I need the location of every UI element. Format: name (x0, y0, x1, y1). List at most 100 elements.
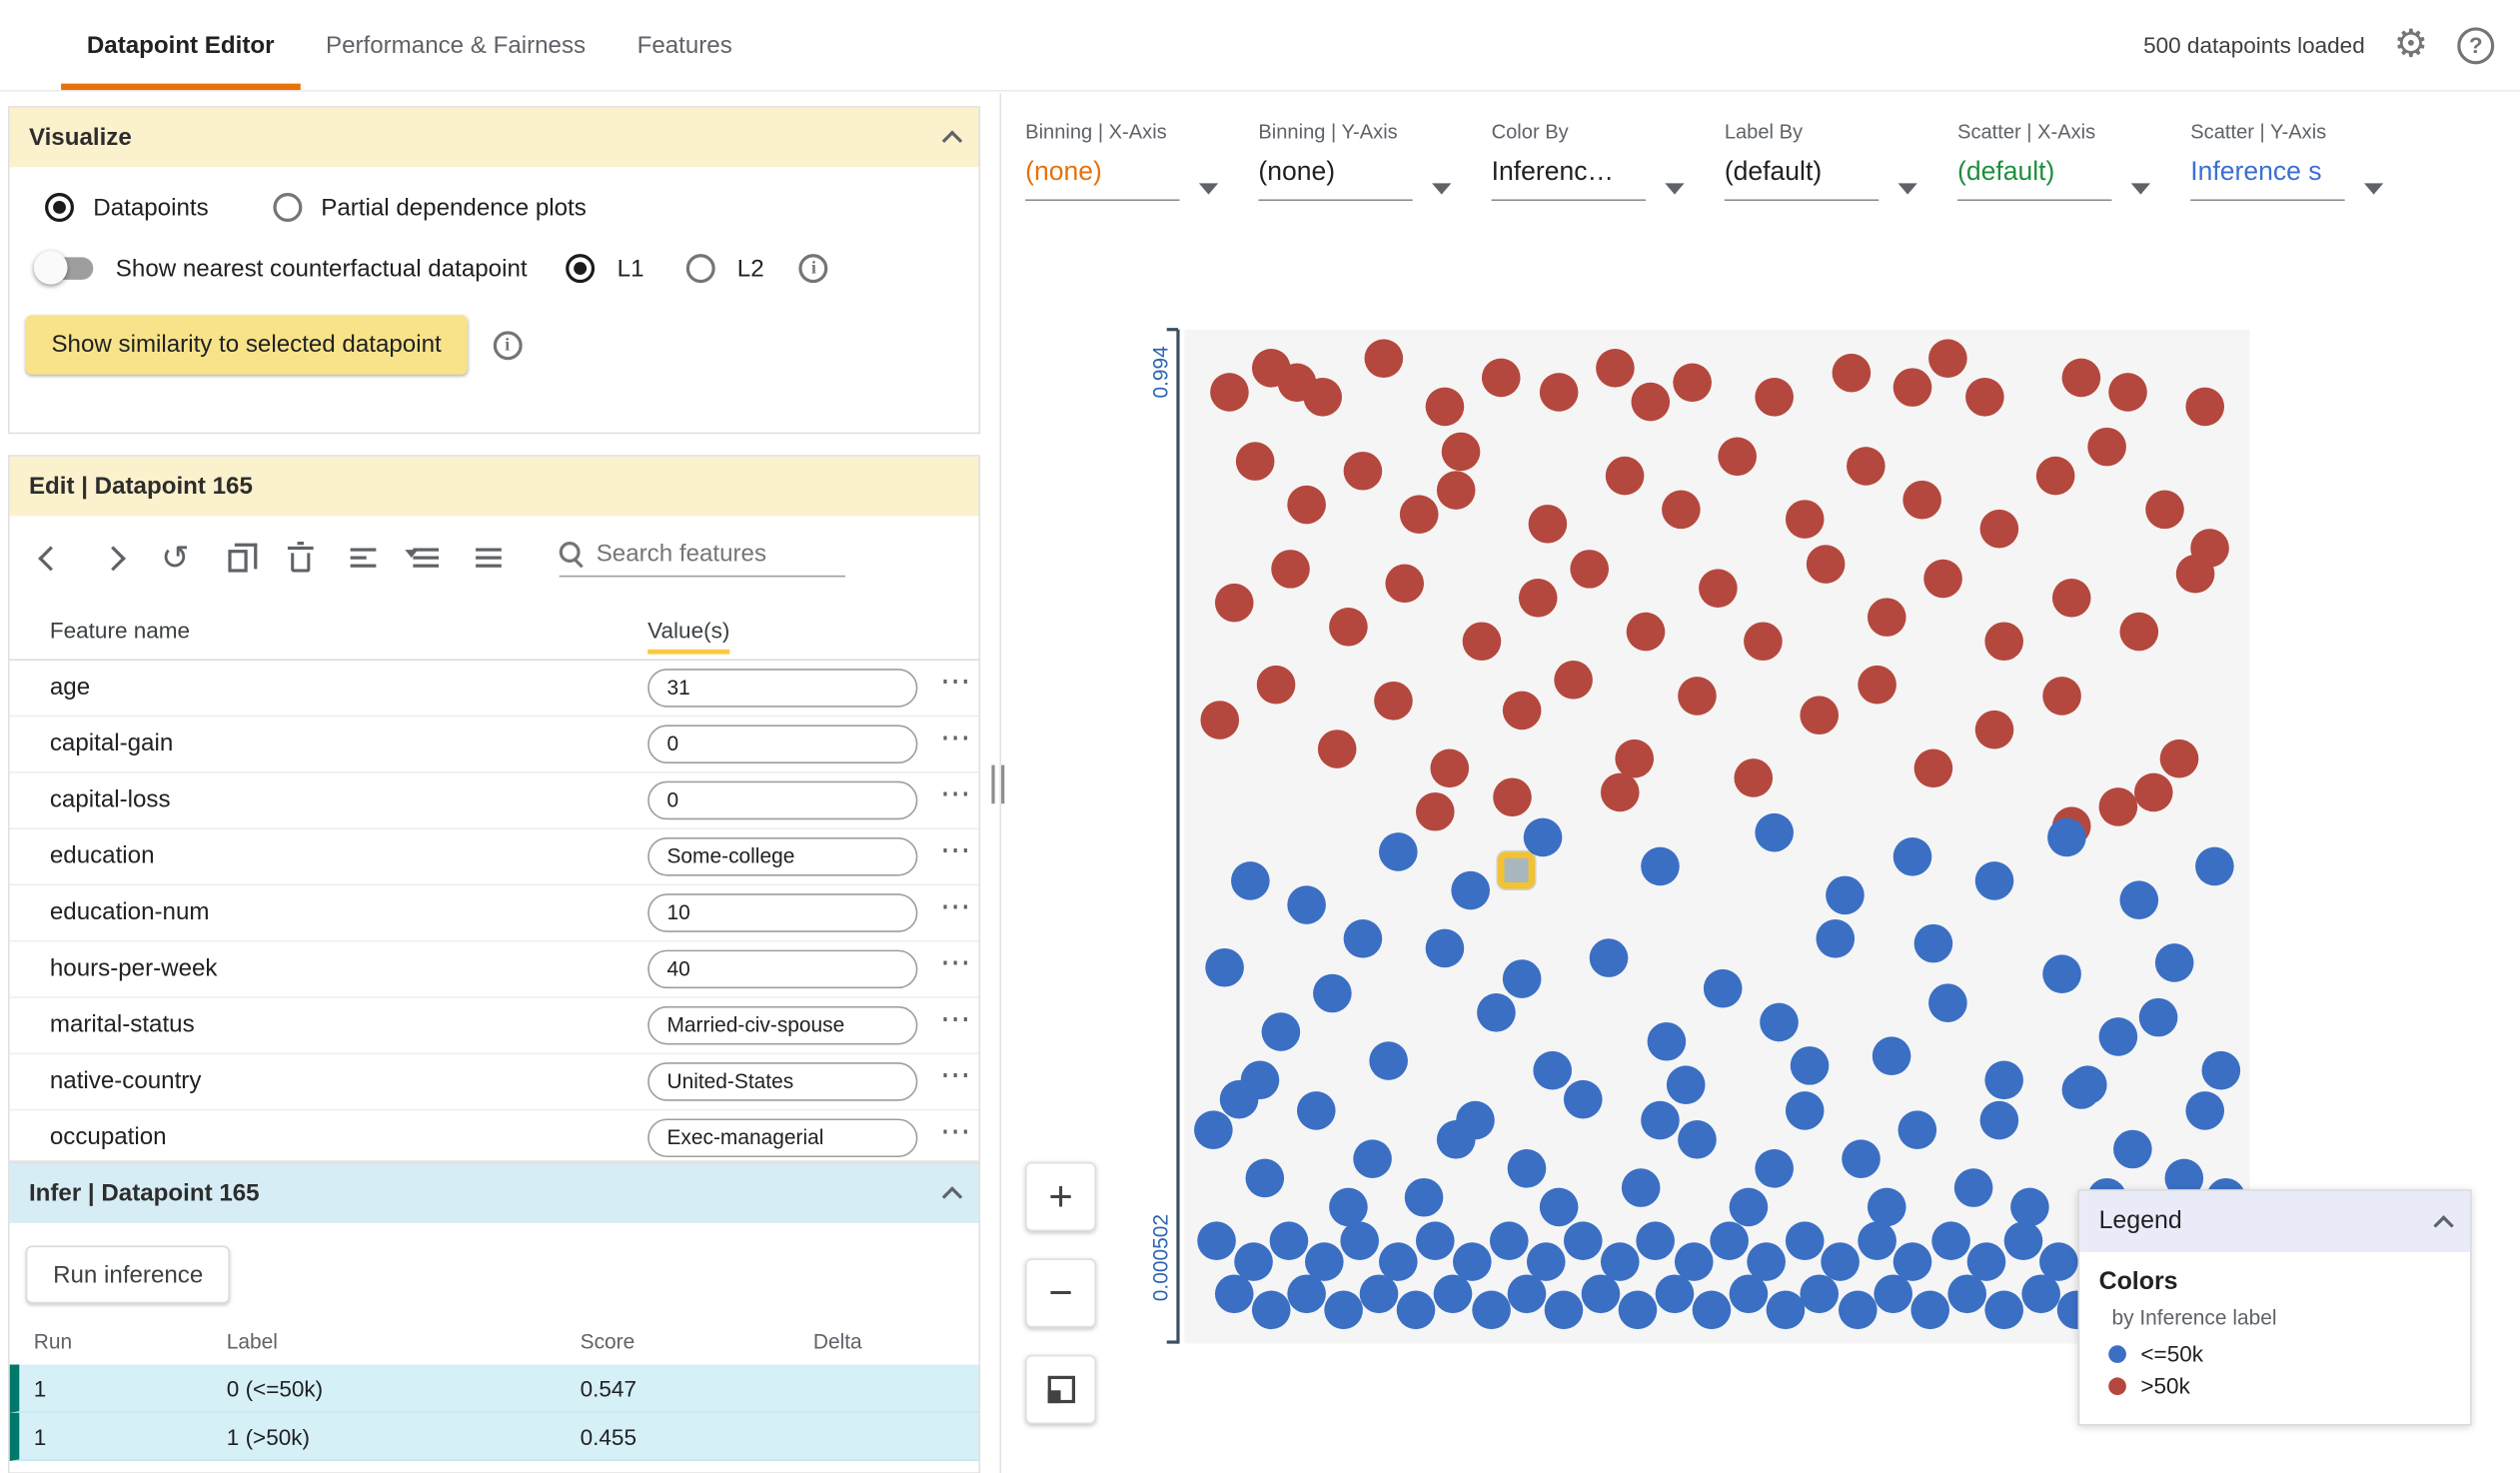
collapse-chevron-icon[interactable] (941, 130, 963, 151)
datapoint-dot[interactable] (1343, 451, 1383, 491)
datapoint-dot[interactable] (1703, 968, 1743, 1007)
datapoint-dot[interactable] (1672, 363, 1712, 403)
datapoint-dot[interactable] (2041, 953, 2081, 993)
datapoint-dot[interactable] (1744, 622, 1784, 662)
datapoint-dot[interactable] (1626, 612, 1665, 652)
edit-panel-header[interactable]: Edit | Datapoint 165 (9, 456, 979, 517)
datapoint-dot[interactable] (1564, 1222, 1604, 1261)
similarity-info-icon[interactable]: i (493, 330, 523, 360)
datapoint-dot[interactable] (1539, 373, 1578, 413)
datapoint-dot[interactable] (1204, 948, 1244, 988)
datapoint-dot[interactable] (2113, 1129, 2153, 1168)
datapoint-dot[interactable] (1985, 1061, 2024, 1100)
datapoint-dot[interactable] (1872, 1036, 1911, 1076)
datapoint-dot[interactable] (1539, 1187, 1578, 1227)
datapoint-dot[interactable] (1985, 622, 2024, 662)
row-menu-icon[interactable]: ⋯ (939, 722, 973, 755)
delete-datapoint-icon[interactable] (286, 542, 315, 574)
datapoint-dot[interactable] (1324, 1290, 1363, 1329)
datapoint-dot[interactable] (1312, 973, 1352, 1012)
row-menu-icon[interactable]: ⋯ (939, 946, 973, 981)
datapoint-dot[interactable] (1928, 339, 1968, 379)
row-menu-icon[interactable]: ⋯ (939, 833, 973, 868)
datapoint-dot[interactable] (1196, 1222, 1236, 1261)
datapoint-dot[interactable] (1328, 607, 1367, 647)
datapoint-dot[interactable] (1305, 1241, 1345, 1281)
datapoint-dot[interactable] (2195, 846, 2235, 885)
datapoint-dot[interactable] (1821, 1241, 1861, 1281)
datapoint-dot[interactable] (1528, 505, 1568, 545)
datapoint-dot[interactable] (2087, 427, 2127, 466)
datapoint-dot[interactable] (1867, 598, 1906, 637)
datapoint-dot[interactable] (1477, 992, 1516, 1032)
datapoint-dot[interactable] (2062, 358, 2101, 398)
revert-history-icon[interactable]: ↺ (161, 539, 190, 577)
radio-l2[interactable] (685, 254, 715, 284)
view-list-icon[interactable] (474, 542, 503, 574)
datapoint-dot[interactable] (1710, 1222, 1750, 1261)
datapoint-dot[interactable] (1256, 666, 1295, 706)
datapoint-dot[interactable] (1754, 378, 1794, 418)
datapoint-dot[interactable] (2098, 787, 2137, 827)
collapse-chevron-icon[interactable] (2433, 1214, 2454, 1235)
datapoint-dot[interactable] (1801, 1273, 1840, 1313)
datapoint-dot[interactable] (1674, 1241, 1714, 1281)
datapoint-dot[interactable] (1544, 1290, 1583, 1329)
datapoint-dot[interactable] (1902, 481, 1942, 520)
row-menu-icon[interactable]: ⋯ (939, 890, 973, 924)
datapoint-dot[interactable] (1425, 929, 1465, 968)
datapoint-dot[interactable] (2185, 1090, 2225, 1129)
dropdown-select[interactable]: (none) (1025, 158, 1236, 202)
feature-value-input[interactable]: 0 (647, 725, 918, 763)
datapoint-dot[interactable] (2003, 1222, 2043, 1261)
feature-value-input[interactable]: Some-college (647, 836, 918, 876)
datapoint-dot[interactable] (1641, 1099, 1681, 1139)
datapoint-dot[interactable] (1619, 1290, 1658, 1329)
datapoint-dot[interactable] (1434, 1273, 1473, 1313)
datapoint-dot[interactable] (1230, 860, 1270, 900)
datapoint-dot[interactable] (1729, 1273, 1768, 1313)
tab-performance-fairness[interactable]: Performance & Fairness (325, 31, 587, 59)
datapoint-dot[interactable] (1369, 1041, 1408, 1080)
legend-header[interactable]: Legend (2079, 1190, 2471, 1252)
datapoint-dot[interactable] (2144, 490, 2184, 530)
datapoint-dot[interactable] (1816, 919, 1856, 958)
datapoint-dot[interactable] (1194, 1109, 1234, 1149)
datapoint-dot[interactable] (1718, 437, 1758, 476)
datapoint-dot[interactable] (2108, 373, 2147, 413)
datapoint-dot[interactable] (1508, 1148, 1547, 1188)
datapoint-dot[interactable] (1766, 1290, 1805, 1329)
datapoint-dot[interactable] (1523, 816, 1563, 856)
datapoint-dot[interactable] (1964, 378, 2004, 418)
datapoint-dot[interactable] (1948, 1273, 1987, 1313)
datapoint-dot[interactable] (1582, 1273, 1621, 1313)
datapoint-dot[interactable] (1600, 772, 1640, 812)
datapoint-dot[interactable] (1747, 1241, 1787, 1281)
datapoint-dot[interactable] (1287, 885, 1326, 924)
datapoint-dot[interactable] (1847, 446, 1886, 486)
datapoint-dot[interactable] (1252, 1290, 1291, 1329)
datapoint-dot[interactable] (2010, 1187, 2050, 1227)
datapoint-dot[interactable] (1662, 490, 1701, 530)
datapoint-dot[interactable] (1857, 666, 1896, 706)
datapoint-dot[interactable] (1425, 388, 1465, 427)
datapoint-dot[interactable] (1436, 1119, 1475, 1159)
datapoint-dot[interactable] (1287, 1273, 1326, 1313)
datapoint-dot[interactable] (1359, 1273, 1398, 1313)
datapoint-dot[interactable] (2062, 1070, 2101, 1110)
datapoint-dot[interactable] (1698, 568, 1737, 608)
datapoint-dot[interactable] (1605, 456, 1645, 496)
datapoint-dot[interactable] (1287, 485, 1326, 525)
datapoint-dot[interactable] (2185, 388, 2225, 427)
datapoint-dot[interactable] (1831, 354, 1871, 393)
run-inference-button[interactable]: Run inference (25, 1245, 231, 1304)
datapoint-dot[interactable] (1416, 1222, 1456, 1261)
datapoint-dot[interactable] (1892, 368, 1932, 408)
datapoint-dot[interactable] (1199, 700, 1239, 739)
zoom-in-button[interactable]: + (1025, 1161, 1096, 1232)
datapoint-dot[interactable] (1482, 358, 1522, 398)
datapoint-dot[interactable] (1451, 870, 1491, 910)
previous-datapoint-icon[interactable] (35, 542, 64, 574)
datapoint-dot[interactable] (1641, 846, 1681, 885)
feature-value-input[interactable]: 0 (647, 780, 918, 820)
